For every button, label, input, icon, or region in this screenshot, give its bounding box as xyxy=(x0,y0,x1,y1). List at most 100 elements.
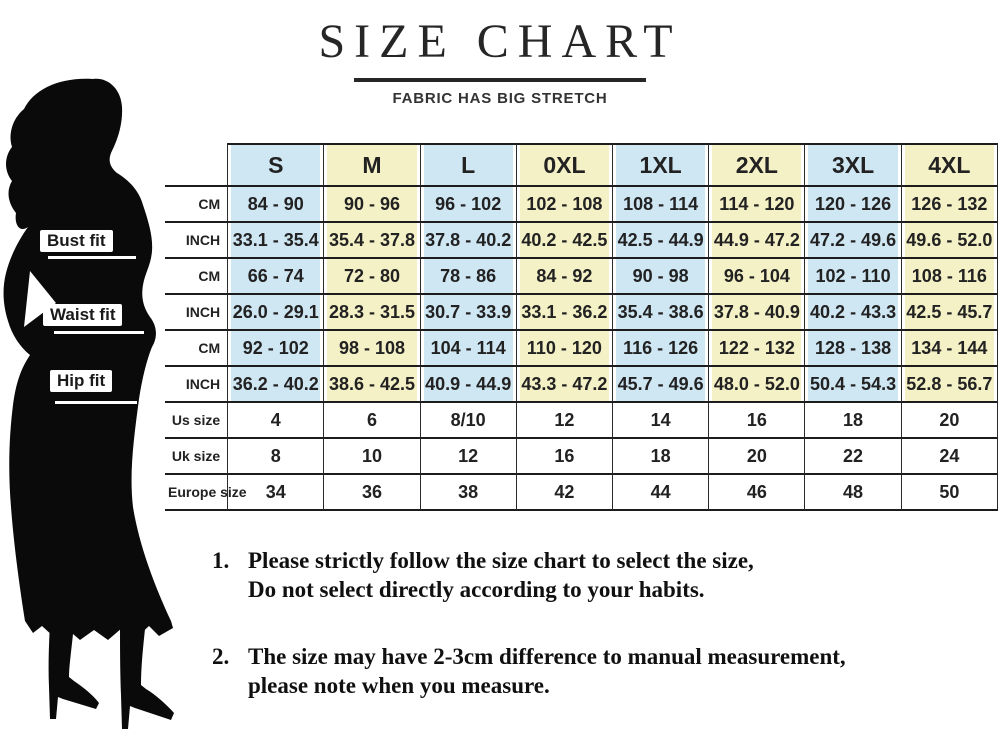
size-column-header: 4XL xyxy=(901,143,998,187)
size-column-header: S xyxy=(228,143,325,187)
size-column-header: L xyxy=(420,143,517,187)
table-row: INCH 33.1 - 35.4 35.4 - 37.8 37.8 - 40.2 40.… xyxy=(165,223,998,259)
table-cell: 48 xyxy=(805,475,902,511)
note-1-line-1: Please strictly follow the size chart to… xyxy=(248,548,754,573)
table-row: Us size 4 6 8/10 12 14 16 18 20 xyxy=(165,403,998,439)
table-cell: 44 xyxy=(613,475,710,511)
table-cell: 102 - 108 xyxy=(516,187,614,223)
table-cell: 116 - 126 xyxy=(613,331,710,367)
table-cell: 10 xyxy=(324,439,421,475)
title-divider xyxy=(354,77,646,82)
size-column-header: 0XL xyxy=(516,143,614,187)
table-cell: 36.2 - 40.2 xyxy=(228,367,325,403)
table-cell: 78 - 86 xyxy=(420,259,517,295)
table-row: INCH 36.2 - 40.2 38.6 - 42.5 40.9 - 44.9 43.… xyxy=(165,367,998,403)
table-cell: 18 xyxy=(613,439,710,475)
table-cell: 8 xyxy=(228,439,325,475)
table-cell: 38 xyxy=(420,475,517,511)
row-label: Uk size xyxy=(165,439,229,475)
table-cell: 96 - 102 xyxy=(420,187,517,223)
table-cell: 66 - 74 xyxy=(228,259,325,295)
table-cell: 24 xyxy=(901,439,998,475)
table-cell: 52.8 - 56.7 xyxy=(901,367,998,403)
table-row: Uk size 8 10 12 16 18 20 22 24 xyxy=(165,439,998,475)
table-cell: 42 xyxy=(516,475,614,511)
table-cell: 120 - 126 xyxy=(805,187,902,223)
table-cell: 72 - 80 xyxy=(324,259,421,295)
table-cell: 33.1 - 35.4 xyxy=(228,223,325,259)
row-label: CM xyxy=(165,259,229,295)
table-cell: 43.3 - 47.2 xyxy=(516,367,614,403)
table-cell: 44.9 - 47.2 xyxy=(709,223,806,259)
table-cell: 126 - 132 xyxy=(901,187,998,223)
note-2-line-2: please note when you measure. xyxy=(248,673,550,698)
table-cell: 114 - 120 xyxy=(709,187,806,223)
model-silhouette xyxy=(3,78,174,729)
table-cell: 28.3 - 31.5 xyxy=(324,295,421,331)
table-cell: 18 xyxy=(805,403,902,439)
table-cell: 12 xyxy=(516,403,614,439)
table-cell: 20 xyxy=(709,439,806,475)
note-2: 2. The size may have 2-3cm difference to… xyxy=(212,642,892,700)
row-label: CM xyxy=(165,331,229,367)
table-cell: 35.4 - 38.6 xyxy=(613,295,710,331)
table-cell: 84 - 90 xyxy=(228,187,325,223)
table-cell: 16 xyxy=(516,439,614,475)
row-label: Us size xyxy=(165,403,229,439)
table-cell: 108 - 114 xyxy=(613,187,710,223)
table-cell: 40.2 - 42.5 xyxy=(516,223,614,259)
table-cell: 38.6 - 42.5 xyxy=(324,367,421,403)
table-cell: 102 - 110 xyxy=(805,259,902,295)
model-figure: Bust fit Waist fit Hip fit xyxy=(0,75,215,741)
table-cell: 30.7 - 33.9 xyxy=(420,295,517,331)
table-cell: 122 - 132 xyxy=(709,331,806,367)
table-cell: 34 xyxy=(228,475,325,511)
table-row: INCH 26.0 - 29.1 28.3 - 31.5 30.7 - 33.9 33.… xyxy=(165,295,998,331)
table-cell: 12 xyxy=(420,439,517,475)
waist-fit-underline xyxy=(54,331,144,334)
table-cell: 48.0 - 52.0 xyxy=(709,367,806,403)
table-cell: 45.7 - 49.6 xyxy=(613,367,710,403)
table-cell: 20 xyxy=(901,403,998,439)
size-chart-table-wrap: S M L 0XL 1XL 2XL 3XL 4XL CM 84 - 90 90 - 96 96 - 1… xyxy=(165,143,998,511)
page-title: SIZE CHART xyxy=(318,15,682,68)
size-column-header: 3XL xyxy=(805,143,902,187)
note-2-line-1: The size may have 2-3cm difference to ma… xyxy=(248,644,846,669)
size-column-header: M xyxy=(324,143,421,187)
row-label: INCH xyxy=(165,223,229,259)
table-cell: 50.4 - 54.3 xyxy=(805,367,902,403)
table-cell: 40.2 - 43.3 xyxy=(805,295,902,331)
table-cell: 42.5 - 45.7 xyxy=(901,295,998,331)
table-cell: 108 - 116 xyxy=(901,259,998,295)
table-cell: 37.8 - 40.2 xyxy=(420,223,517,259)
note-2-number: 2. xyxy=(212,644,230,669)
title-block: SIZE CHART FABRIC HAS BIG STRETCH xyxy=(0,15,1000,107)
size-column-header: 1XL xyxy=(613,143,710,187)
size-table: S M L 0XL 1XL 2XL 3XL 4XL CM 84 - 90 90 - 96 96 - 1… xyxy=(165,143,998,511)
table-cell: 26.0 - 29.1 xyxy=(228,295,325,331)
table-cell: 134 - 144 xyxy=(901,331,998,367)
table-cell: 22 xyxy=(805,439,902,475)
table-cell: 14 xyxy=(613,403,710,439)
table-cell: 104 - 114 xyxy=(420,331,517,367)
table-cell: 36 xyxy=(324,475,421,511)
note-1: 1. Please strictly follow the size chart… xyxy=(212,546,892,604)
table-cell: 42.5 - 44.9 xyxy=(613,223,710,259)
table-cell: 49.6 - 52.0 xyxy=(901,223,998,259)
hip-fit-label: Hip fit xyxy=(50,370,113,392)
table-row: CM 84 - 90 90 - 96 96 - 102 102 - 108 108 - 1… xyxy=(165,187,998,223)
table-row: CM 92 - 102 98 - 108 104 - 114 110 - 120 116 … xyxy=(165,331,998,367)
table-cell: 37.8 - 40.9 xyxy=(709,295,806,331)
table-cell: 35.4 - 37.8 xyxy=(324,223,421,259)
notes-section: 1. Please strictly follow the size chart… xyxy=(212,546,892,738)
bust-fit-label: Bust fit xyxy=(40,230,113,252)
table-cell: 8/10 xyxy=(420,403,517,439)
table-cell: 90 - 96 xyxy=(324,187,421,223)
table-cell: 16 xyxy=(709,403,806,439)
table-cell: 40.9 - 44.9 xyxy=(420,367,517,403)
table-cell: 33.1 - 36.2 xyxy=(516,295,614,331)
table-cell: 6 xyxy=(324,403,421,439)
bust-fit-underline xyxy=(48,256,136,259)
header-row: S M L 0XL 1XL 2XL 3XL 4XL xyxy=(165,143,998,187)
size-column-header: 2XL xyxy=(709,143,806,187)
